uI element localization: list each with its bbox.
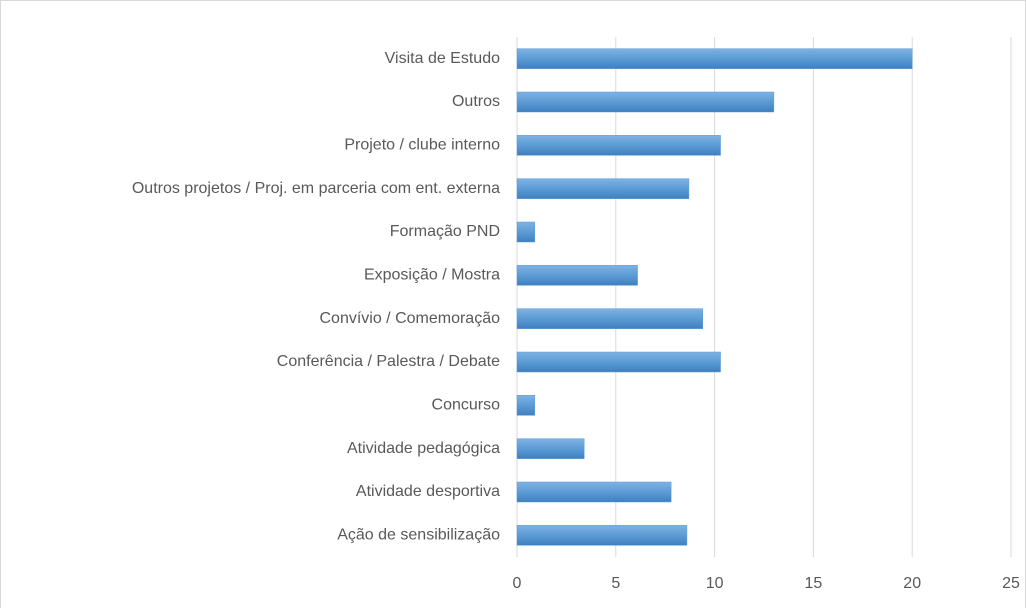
bar [516,438,585,459]
x-tick-label: 0 [513,575,522,592]
x-tick-label: 10 [706,575,724,592]
bar [516,525,688,546]
x-tick-label: 20 [903,575,921,592]
y-tick-label: Concurso [432,397,501,414]
bar [516,351,721,373]
bar [516,395,536,416]
y-tick-label: Projeto / clube interno [344,137,500,154]
x-tick-label: 5 [611,575,620,592]
x-tick-label: 25 [1002,575,1020,592]
bar [516,481,672,503]
y-tick-label: Atividade pedagógica [347,440,500,457]
y-tick-label: Outros [452,93,500,110]
y-tick-label: Visita de Estudo [385,50,500,67]
bar [516,221,536,243]
bar [516,91,775,113]
y-tick-label: Outros projetos / Proj. em parceria com … [132,180,500,197]
bar [516,178,690,199]
bar [516,308,703,329]
bar [516,135,721,156]
y-tick-label: Formação PND [390,223,500,240]
y-tick-label: Exposição / Mostra [364,267,500,284]
y-tick-label: Ação de sensibilização [337,527,500,544]
y-tick-label: Convívio / Comemoração [319,310,500,327]
bar [516,48,913,69]
x-tick-label: 15 [805,575,823,592]
y-tick-label: Atividade desportiva [356,483,500,500]
y-tick-label: Conferência / Palestra / Debate [277,353,500,370]
bar [516,265,638,286]
